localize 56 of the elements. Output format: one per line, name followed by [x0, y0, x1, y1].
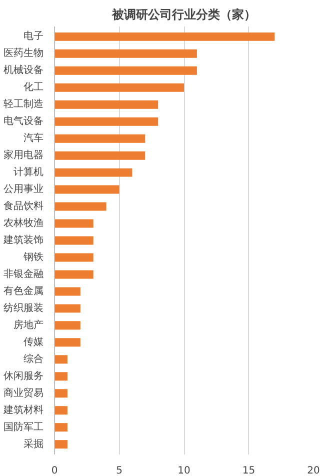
y-tick-label: 综合: [24, 352, 44, 365]
bar: [54, 219, 94, 228]
bar: [54, 66, 197, 75]
bar: [54, 389, 68, 398]
y-tick-label: 化工: [24, 81, 44, 94]
bar: [54, 151, 146, 160]
bar: [54, 423, 68, 432]
x-tick-label: 0: [51, 466, 58, 476]
bar: [54, 168, 132, 177]
y-tick-label: 非银金融: [4, 268, 44, 280]
y-tick-label: 休闲服务: [4, 370, 44, 382]
bar: [54, 134, 146, 143]
y-tick-label: 食品饮料: [4, 200, 44, 212]
y-tick-label: 机械设备: [4, 64, 44, 76]
y-tick-label: 建筑装饰: [2, 234, 44, 246]
x-tick-label: 10: [178, 466, 190, 476]
bar: [54, 117, 158, 126]
bar: [54, 304, 80, 313]
bar: [54, 287, 80, 296]
y-tick-label: 建筑材料: [2, 404, 44, 416]
bar: [54, 32, 275, 41]
y-tick-label: 农林牧渔: [4, 217, 44, 230]
y-tick-label: 纺织服装: [4, 302, 44, 314]
y-tick-label: 公用事业: [4, 183, 44, 196]
y-tick-label: 轻工制造: [4, 98, 44, 110]
y-tick-label: 房地产: [14, 318, 44, 331]
bar: [54, 440, 68, 449]
bar: [54, 270, 94, 279]
y-tick-label: 有色金属: [4, 284, 44, 297]
bar: [54, 321, 80, 330]
bar: [54, 185, 120, 194]
bar: [54, 253, 94, 262]
y-tick-label: 家用电器: [4, 149, 44, 162]
y-tick-label: 商业贸易: [4, 386, 44, 399]
y-tick-label: 国防军工: [4, 420, 44, 433]
y-tick-label: 电气设备: [4, 115, 44, 128]
y-tick-label: 计算机: [14, 166, 44, 178]
bar: [54, 202, 106, 211]
bar: [54, 83, 184, 92]
x-tick-label: 15: [242, 466, 256, 476]
bar: [54, 355, 68, 364]
y-tick-label: 采掘: [24, 438, 44, 450]
chart-title: 被调研公司行业分类（家）: [111, 8, 256, 22]
bar: [54, 100, 158, 109]
y-tick-label: 汽车: [24, 132, 44, 144]
bar: [54, 236, 94, 245]
bar: [54, 406, 68, 415]
x-tick-label: 20: [307, 466, 320, 476]
x-tick-label: 5: [116, 466, 122, 476]
y-tick-label: 电子: [24, 30, 44, 42]
y-tick-label: 钢铁: [22, 250, 44, 263]
bar: [54, 49, 197, 58]
y-tick-label: 医药生物: [4, 47, 44, 60]
y-tick-label: 传媒: [24, 336, 44, 348]
bar: [54, 372, 68, 381]
bar: [54, 338, 80, 347]
